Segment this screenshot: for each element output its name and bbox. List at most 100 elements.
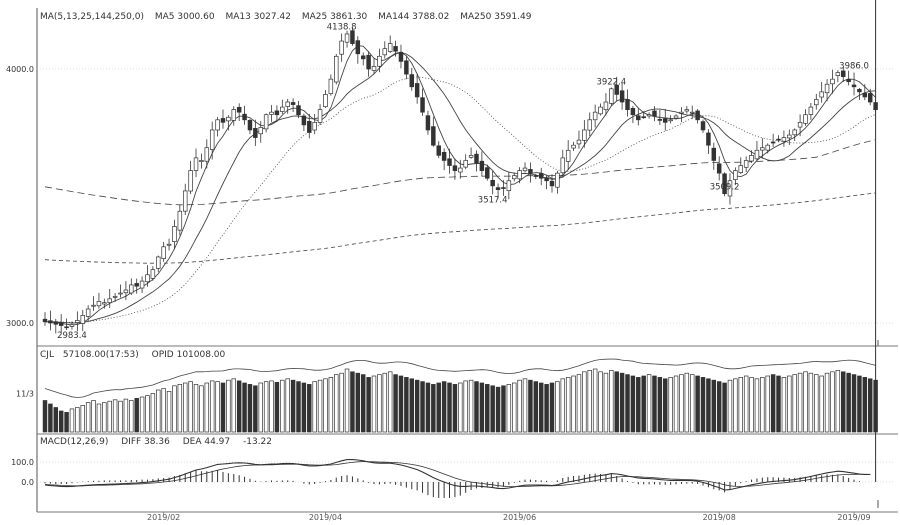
volume-bar-101 <box>587 370 592 433</box>
candle-82 <box>485 164 490 181</box>
volume-bar-66 <box>398 375 404 433</box>
ma144-number: 3788.02 <box>412 12 450 22</box>
macd-hist-value: -13.22 <box>243 437 272 447</box>
ma5-value: MA5 3000.60 <box>155 12 218 22</box>
volume-bar-73 <box>436 382 441 433</box>
candle-body-21 <box>156 256 161 269</box>
candle-12 <box>107 288 112 309</box>
price-annotation-1: 3922.4 <box>596 78 626 88</box>
volume-bar-151 <box>857 375 862 433</box>
volume-bar-81 <box>479 382 485 433</box>
candle-body-29 <box>199 160 204 162</box>
volume-value-number: 57108.00(17:53) <box>62 350 139 360</box>
candle-56 <box>344 30 350 48</box>
candle-33 <box>220 109 226 129</box>
candle-body-1 <box>48 320 53 324</box>
volume-bar-3 <box>58 410 64 433</box>
candle-76 <box>452 158 458 180</box>
candle-143 <box>814 93 819 110</box>
candle-128 <box>733 167 738 186</box>
volume-bar-50 <box>312 381 317 433</box>
candle-body-43 <box>274 110 280 116</box>
candle-106 <box>614 76 619 101</box>
candle-45 <box>285 98 290 114</box>
candle-11 <box>102 298 107 309</box>
volume-bar-32 <box>215 381 220 433</box>
candle-91 <box>533 173 539 180</box>
volume-bar-102 <box>592 368 598 433</box>
candle-body-13 <box>112 295 118 298</box>
ma-params[interactable]: MA(5,13,25,144,250,0) <box>40 12 144 22</box>
candle-body-128 <box>733 170 738 180</box>
candle-body-81 <box>479 160 485 171</box>
volume-bar-153 <box>867 378 873 433</box>
volume-bar-45 <box>285 378 290 433</box>
candle-25 <box>177 205 183 236</box>
volume-bar-56 <box>344 368 350 433</box>
candle-21 <box>156 255 161 273</box>
volume-bar-65 <box>393 374 398 433</box>
candle-body-25 <box>177 210 183 231</box>
volume-bar-126 <box>722 382 727 433</box>
candle-body-134 <box>765 144 770 151</box>
candle-94 <box>549 174 555 193</box>
candle-body-83 <box>490 179 495 187</box>
candle-body-85 <box>501 187 506 189</box>
candle-115 <box>663 108 668 131</box>
macd-label[interactable]: MACD(12,26,9) <box>40 437 109 447</box>
candle-body-150 <box>851 84 857 88</box>
candle-body-116 <box>668 119 673 122</box>
candle-101 <box>587 112 592 137</box>
ma5-label: MA5 <box>154 12 175 22</box>
volume-bar-67 <box>404 377 409 433</box>
volume-bar-79 <box>468 379 474 433</box>
candle-body-30 <box>204 147 210 162</box>
candle-114 <box>657 109 663 125</box>
volume-label[interactable]: CJL <box>40 350 54 360</box>
candle-body-16 <box>129 284 134 294</box>
volume-bar-95 <box>555 381 560 433</box>
candle-95 <box>555 170 560 194</box>
candle-body-28 <box>193 157 199 171</box>
volume-bar-0 <box>42 400 48 433</box>
volume-bar-104 <box>603 372 609 433</box>
volume-bar-129 <box>738 377 744 433</box>
volume-bar-33 <box>220 382 226 433</box>
volume-bar-141 <box>803 371 808 433</box>
candle-body-46 <box>290 102 296 105</box>
volume-bar-23 <box>166 391 172 433</box>
candle-body-104 <box>603 101 609 111</box>
volume-bar-68 <box>409 378 414 433</box>
candle-70 <box>420 88 425 116</box>
volume-bar-85 <box>501 385 506 433</box>
volume-value: 57108.00(17:53) <box>63 350 142 360</box>
candle-152 <box>862 84 868 101</box>
candle-body-99 <box>576 139 582 145</box>
time-axis-label-4: 2019/09 <box>837 513 870 522</box>
volume-bar-13 <box>112 399 118 433</box>
candle-body-73 <box>436 145 441 156</box>
volume-bar-150 <box>851 374 857 433</box>
candle-body-120 <box>689 111 695 114</box>
candle-body-23 <box>166 243 172 246</box>
volume-bar-115 <box>663 378 668 433</box>
candle-137 <box>781 130 787 147</box>
candle-body-101 <box>587 119 592 131</box>
candle-151 <box>857 87 862 100</box>
candle-body-77 <box>458 167 463 173</box>
volume-bar-127 <box>727 379 733 433</box>
candle-body-7 <box>80 315 85 324</box>
candle-body-53 <box>328 78 334 94</box>
candle-39 <box>253 119 258 146</box>
volume-bar-138 <box>787 375 792 433</box>
candle-123 <box>706 129 711 154</box>
volume-bar-57 <box>350 371 355 433</box>
candle-35 <box>231 106 237 126</box>
candle-120 <box>689 105 695 120</box>
candle-body-117 <box>673 115 679 119</box>
candle-138 <box>787 129 792 145</box>
candle-22 <box>161 241 166 262</box>
candle-body-62 <box>377 55 382 67</box>
candle-125 <box>716 156 722 181</box>
volume-bar-46 <box>290 379 296 433</box>
